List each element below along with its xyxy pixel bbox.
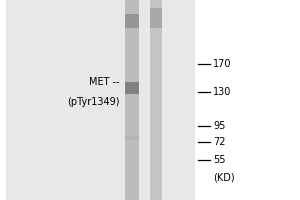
Text: (KD): (KD): [213, 173, 235, 183]
Text: 130: 130: [213, 87, 231, 97]
Text: MET --: MET --: [89, 77, 120, 87]
Bar: [6, 0, 195, 200]
Text: (pTyr1349): (pTyr1349): [68, 97, 120, 107]
Text: 170: 170: [213, 59, 232, 69]
Bar: [125, 82, 139, 94]
Text: 95: 95: [213, 121, 225, 131]
Bar: [150, 8, 162, 28]
Text: 72: 72: [213, 137, 226, 147]
Bar: [125, 0, 139, 200]
Text: 55: 55: [213, 155, 226, 165]
Bar: [150, 0, 162, 200]
Bar: [125, 136, 139, 140]
Bar: [125, 14, 139, 28]
